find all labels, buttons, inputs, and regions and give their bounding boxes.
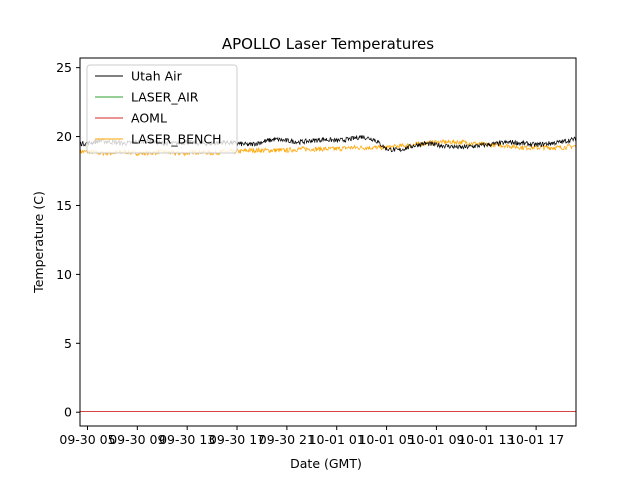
- y-tick-label: 0: [64, 405, 72, 420]
- x-axis-label: Date (GMT): [290, 456, 362, 471]
- x-tick-label: 10-01 13: [458, 432, 514, 447]
- plot-frame: [79, 57, 577, 427]
- legend-box: [86, 64, 238, 154]
- y-tick-label: 10: [56, 267, 72, 282]
- legend-label: LASER_AIR: [131, 90, 199, 105]
- legend-label: Utah Air: [131, 69, 183, 84]
- x-tick-label: 09-30 05: [59, 432, 115, 447]
- x-tick-label: 10-01 01: [309, 432, 365, 447]
- y-tick-label: 5: [64, 336, 72, 351]
- y-axis-label: Temperature (C): [31, 191, 46, 294]
- legend: Utah Air LASER_AIR AOML LASER_BENCH: [86, 64, 238, 154]
- y-tick-label: 15: [56, 198, 72, 213]
- chart-title: APOLLO Laser Temperatures: [222, 35, 434, 53]
- y-tick-label: 25: [56, 60, 72, 75]
- x-tick-label: 10-01 17: [508, 432, 564, 447]
- x-tick-label: 09-30 09: [109, 432, 165, 447]
- legend-label: LASER_BENCH: [131, 132, 222, 147]
- x-tick-label: 09-30 21: [259, 432, 315, 447]
- x-tick-label: 10-01 09: [408, 432, 464, 447]
- y-tick-label: 20: [56, 129, 72, 144]
- x-tick-label: 10-01 05: [358, 432, 414, 447]
- legend-label: AOML: [131, 111, 167, 126]
- x-tick-label: 09-30 17: [209, 432, 265, 447]
- x-tick-label: 09-30 13: [159, 432, 215, 447]
- y-axis: 0 5 10 15 20 25: [56, 60, 80, 420]
